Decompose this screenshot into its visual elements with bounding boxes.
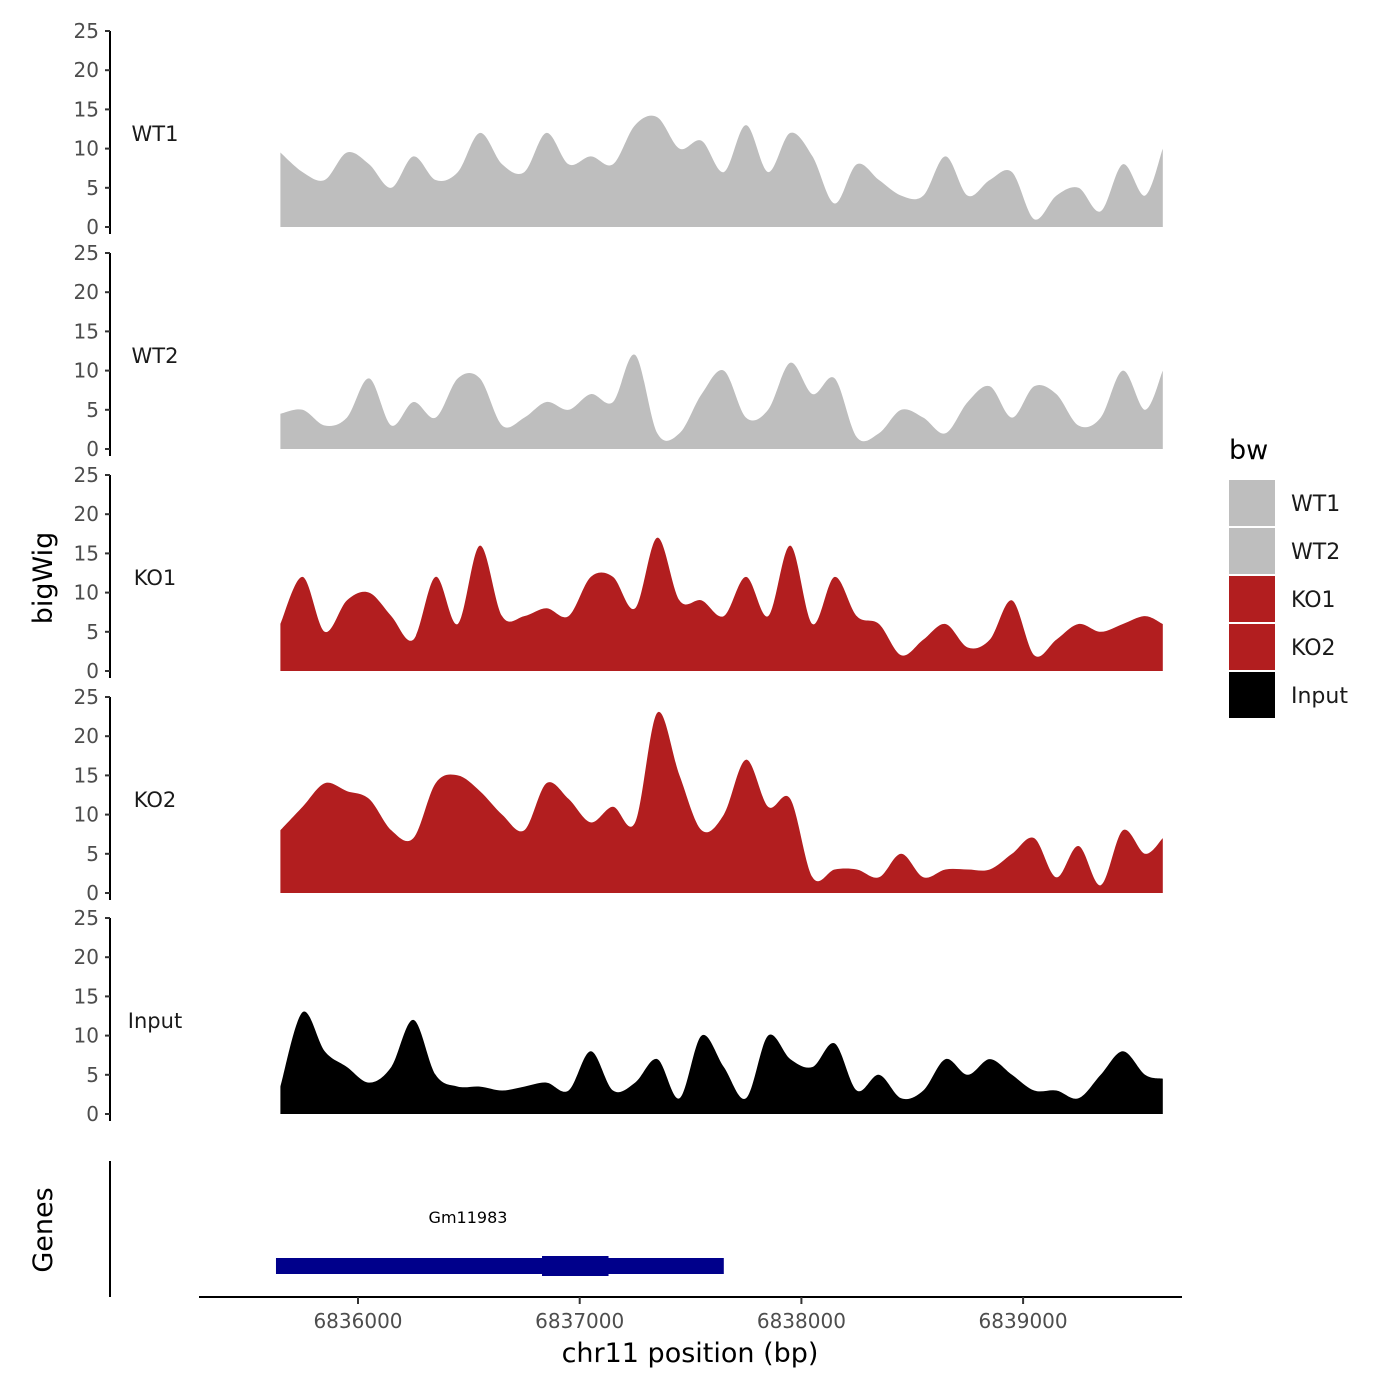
y-tick-label: 5 — [86, 176, 99, 200]
legend-swatch-input — [1229, 672, 1275, 718]
y-tick-label: 20 — [74, 502, 99, 526]
gene-body — [275, 1258, 724, 1274]
legend-swatch-wt2 — [1229, 528, 1275, 574]
track-label: KO1 — [134, 566, 177, 590]
x-tick-label: 6839000 — [979, 1309, 1068, 1333]
y-tick-label: 5 — [86, 1063, 99, 1087]
y-tick-label: 25 — [74, 685, 99, 709]
y-tick-label: 0 — [86, 881, 99, 905]
y-tick-label: 10 — [74, 1024, 99, 1048]
legend: bw WT1 WT2 KO1 KO2 Input — [1229, 435, 1348, 718]
y-tick-label: 15 — [74, 319, 99, 343]
legend-label-ko1: KO1 — [1291, 588, 1336, 613]
track-label: KO2 — [134, 788, 177, 812]
legend-label-wt1: WT1 — [1291, 492, 1340, 517]
y-tick-label: 15 — [74, 541, 99, 565]
y-tick-label: 20 — [74, 945, 99, 969]
track-ko1: 0 5 10 15 20 25 KO1 — [74, 463, 1163, 683]
genes-track: Gm11983 — [109, 1161, 724, 1297]
track-ko2: 0 5 10 15 20 25 KO2 — [74, 685, 1163, 905]
coverage-area-input — [280, 1011, 1163, 1114]
y-axis-title: bigWig — [28, 532, 59, 625]
track-input: 0 5 10 15 20 25 Input — [74, 906, 1163, 1126]
legend-swatch-ko1 — [1229, 576, 1275, 622]
y-tick-label: 0 — [86, 659, 99, 683]
legend-title: bw — [1229, 435, 1268, 466]
track-label: Input — [128, 1009, 182, 1033]
y-tick-label: 0 — [86, 215, 99, 239]
legend-label-ko2: KO2 — [1291, 636, 1336, 661]
y-tick-label: 10 — [74, 581, 99, 605]
legend-swatch-ko2 — [1229, 624, 1275, 670]
y-tick-label: 5 — [86, 398, 99, 422]
gene-label: Gm11983 — [429, 1208, 508, 1227]
y-tick-label: 15 — [74, 97, 99, 121]
legend-swatch-wt1 — [1229, 480, 1275, 526]
coverage-area-wt2 — [280, 354, 1163, 449]
y-tick-label: 10 — [74, 359, 99, 383]
bigwig-tracks: 0510152025WT10510152025WT20510152025KO10… — [74, 19, 1163, 1126]
y-tick-label: 5 — [86, 620, 99, 644]
y-tick-label: 20 — [74, 280, 99, 304]
x-axis: 6836000 6837000 6838000 6839000 — [199, 1296, 1182, 1333]
y-tick-label: 10 — [74, 803, 99, 827]
x-tick-label: 6838000 — [757, 1309, 846, 1333]
x-tick-label: 6836000 — [313, 1309, 402, 1333]
genes-axis-title: Genes — [28, 1187, 59, 1272]
coverage-area-ko2 — [280, 711, 1163, 893]
track-label: WT2 — [132, 344, 179, 368]
x-tick-label: 6837000 — [535, 1309, 624, 1333]
coverage-area-wt1 — [280, 115, 1163, 227]
y-tick-label: 0 — [86, 437, 99, 461]
y-tick-label: 0 — [86, 1102, 99, 1126]
y-tick-label: 10 — [74, 137, 99, 161]
track-wt2: 0 5 10 15 20 25 WT2 — [74, 241, 1163, 461]
legend-label-input: Input — [1291, 684, 1348, 709]
y-tick-label: 25 — [74, 463, 99, 487]
y-tick-label: 15 — [74, 984, 99, 1008]
y-tick-label: 25 — [74, 906, 99, 930]
y-tick-label: 25 — [74, 241, 99, 265]
x-axis-title: chr11 position (bp) — [562, 1338, 819, 1369]
track-wt1: 0 5 10 15 20 25 WT1 — [74, 19, 1163, 239]
y-tick-label: 20 — [74, 724, 99, 748]
y-tick-label: 15 — [74, 763, 99, 787]
coverage-area-ko1 — [280, 537, 1163, 671]
y-tick-label: 20 — [74, 58, 99, 82]
gene-thick-exon — [542, 1256, 609, 1276]
y-tick-label: 5 — [86, 842, 99, 866]
y-tick-label: 25 — [74, 19, 99, 43]
track-label: WT1 — [132, 122, 179, 146]
legend-label-wt2: WT2 — [1291, 540, 1340, 565]
